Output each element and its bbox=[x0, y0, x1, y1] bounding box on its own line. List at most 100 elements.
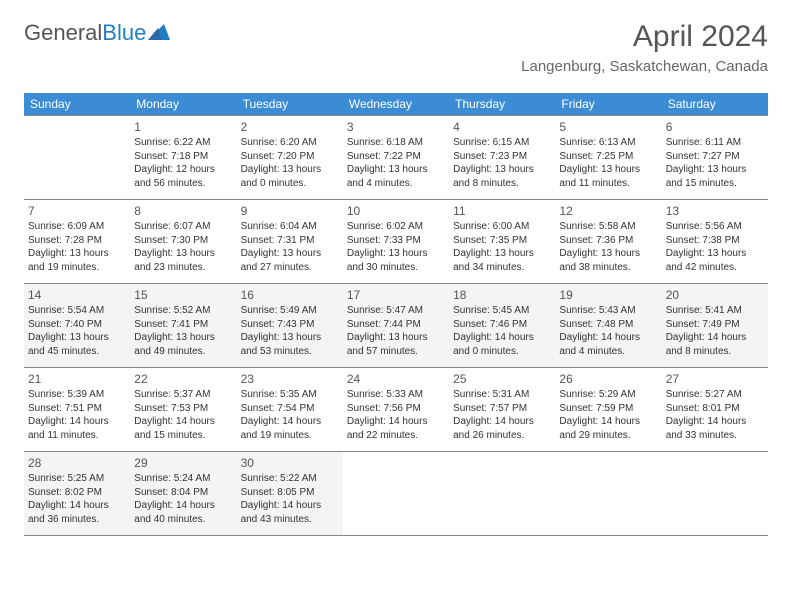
day-number: 6 bbox=[666, 119, 764, 135]
logo-triangle-icon bbox=[148, 20, 170, 46]
cell-d1: Daylight: 13 hours bbox=[666, 163, 764, 177]
cell-d2: and 27 minutes. bbox=[241, 261, 339, 275]
day-number: 18 bbox=[453, 287, 551, 303]
cell-d1: Daylight: 13 hours bbox=[559, 247, 657, 261]
day-number: 5 bbox=[559, 119, 657, 135]
cell-sunrise: Sunrise: 5:54 AM bbox=[28, 304, 126, 318]
day-number: 21 bbox=[28, 371, 126, 387]
cell-d2: and 56 minutes. bbox=[134, 177, 232, 191]
calendar-cell: 2Sunrise: 6:20 AMSunset: 7:20 PMDaylight… bbox=[237, 116, 343, 200]
calendar-cell bbox=[343, 452, 449, 536]
cell-d1: Daylight: 13 hours bbox=[241, 163, 339, 177]
cell-d2: and 30 minutes. bbox=[347, 261, 445, 275]
cell-d1: Daylight: 13 hours bbox=[453, 163, 551, 177]
cell-d1: Daylight: 13 hours bbox=[347, 247, 445, 261]
cell-sunrise: Sunrise: 5:25 AM bbox=[28, 472, 126, 486]
cell-sunset: Sunset: 7:43 PM bbox=[241, 318, 339, 332]
calendar-cell: 29Sunrise: 5:24 AMSunset: 8:04 PMDayligh… bbox=[130, 452, 236, 536]
cell-d1: Daylight: 14 hours bbox=[241, 499, 339, 513]
calendar-cell bbox=[555, 452, 661, 536]
cell-d1: Daylight: 14 hours bbox=[347, 415, 445, 429]
cell-d2: and 49 minutes. bbox=[134, 345, 232, 359]
calendar-row: 21Sunrise: 5:39 AMSunset: 7:51 PM Dayligh… bbox=[24, 368, 768, 452]
cell-d1: Daylight: 13 hours bbox=[559, 163, 657, 177]
cell-d1: Daylight: 14 hours bbox=[559, 415, 657, 429]
calendar-cell: 19Sunrise: 5:43 AMSunset: 7:48 PMDayligh… bbox=[555, 284, 661, 368]
cell-d1: Daylight: 13 hours bbox=[453, 247, 551, 261]
calendar-cell: 3Sunrise: 6:18 AMSunset: 7:22 PMDaylight… bbox=[343, 116, 449, 200]
cell-d1: Daylight: 14 hours bbox=[134, 499, 232, 513]
day-number: 30 bbox=[241, 455, 339, 471]
weekday-header: Friday bbox=[555, 93, 661, 116]
logo-text-2: Blue bbox=[102, 20, 146, 46]
cell-d1: Daylight: 13 hours bbox=[134, 331, 232, 345]
cell-d1: Daylight: 14 hours bbox=[28, 499, 126, 513]
cell-d2: and 19 minutes. bbox=[28, 261, 126, 275]
cell-sunrise: Sunrise: 5:58 AM bbox=[559, 220, 657, 234]
cell-sunrise: Sunrise: 5:45 AM bbox=[453, 304, 551, 318]
cell-d2: and 15 minutes. bbox=[666, 177, 764, 191]
cell-sunset: Sunset: 7:33 PM bbox=[347, 234, 445, 248]
calendar-cell: 28Sunrise: 5:25 AMSunset: 8:02 PMDayligh… bbox=[24, 452, 130, 536]
weekday-header: Sunday bbox=[24, 93, 130, 116]
cell-sunset: Sunset: 7:30 PM bbox=[134, 234, 232, 248]
cell-d1: Daylight: 14 hours bbox=[559, 331, 657, 345]
cell-sunrise: Sunrise: 5:37 AM bbox=[134, 388, 232, 402]
cell-sunrise: Sunrise: 5:43 AM bbox=[559, 304, 657, 318]
calendar-cell bbox=[449, 452, 555, 536]
day-number: 4 bbox=[453, 119, 551, 135]
cell-sunset: Sunset: 7:35 PM bbox=[453, 234, 551, 248]
calendar-cell: 1Sunrise: 6:22 AMSunset: 7:18 PMDaylight… bbox=[130, 116, 236, 200]
weekday-header: Thursday bbox=[449, 93, 555, 116]
calendar-cell: 16Sunrise: 5:49 AMSunset: 7:43 PMDayligh… bbox=[237, 284, 343, 368]
cell-sunrise: Sunrise: 6:20 AM bbox=[241, 136, 339, 150]
day-number: 28 bbox=[28, 455, 126, 471]
day-number: 27 bbox=[666, 371, 764, 387]
calendar-cell: 18Sunrise: 5:45 AMSunset: 7:46 PMDayligh… bbox=[449, 284, 555, 368]
day-number: 14 bbox=[28, 287, 126, 303]
cell-sunset: Sunset: 7:56 PM bbox=[347, 402, 445, 416]
cell-sunrise: Sunrise: 5:49 AM bbox=[241, 304, 339, 318]
calendar-cell: 12Sunrise: 5:58 AMSunset: 7:36 PMDayligh… bbox=[555, 200, 661, 284]
day-number: 1 bbox=[134, 119, 232, 135]
logo-text-1: General bbox=[24, 20, 102, 46]
cell-d1: Daylight: 13 hours bbox=[241, 247, 339, 261]
location: Langenburg, Saskatchewan, Canada bbox=[521, 58, 768, 75]
calendar-cell: 22Sunrise: 5:37 AMSunset: 7:53 PMDayligh… bbox=[130, 368, 236, 452]
day-number: 16 bbox=[241, 287, 339, 303]
cell-sunrise: Sunrise: 6:04 AM bbox=[241, 220, 339, 234]
cell-sunset: Sunset: 8:01 PM bbox=[666, 402, 764, 416]
cell-sunset: Sunset: 7:27 PM bbox=[666, 150, 764, 164]
cell-d2: and 11 minutes. bbox=[559, 177, 657, 191]
cell-sunrise: Sunrise: 5:47 AM bbox=[347, 304, 445, 318]
day-number: 7 bbox=[28, 203, 126, 219]
calendar-cell: 23Sunrise: 5:35 AMSunset: 7:54 PMDayligh… bbox=[237, 368, 343, 452]
day-number: 11 bbox=[453, 203, 551, 219]
day-number: 8 bbox=[134, 203, 232, 219]
day-number: 13 bbox=[666, 203, 764, 219]
cell-d2: and 23 minutes. bbox=[134, 261, 232, 275]
calendar-cell: 20Sunrise: 5:41 AMSunset: 7:49 PMDayligh… bbox=[662, 284, 768, 368]
cell-d2: and 8 minutes. bbox=[453, 177, 551, 191]
calendar-cell: 27Sunrise: 5:27 AMSunset: 8:01 PMDayligh… bbox=[662, 368, 768, 452]
cell-sunrise: Sunrise: 5:41 AM bbox=[666, 304, 764, 318]
cell-d2: and 57 minutes. bbox=[347, 345, 445, 359]
day-number: 24 bbox=[347, 371, 445, 387]
calendar-cell: 13Sunrise: 5:56 AMSunset: 7:38 PMDayligh… bbox=[662, 200, 768, 284]
cell-sunset: Sunset: 7:41 PM bbox=[134, 318, 232, 332]
calendar-row: 28Sunrise: 5:25 AMSunset: 8:02 PMDayligh… bbox=[24, 452, 768, 536]
cell-d1: Daylight: 13 hours bbox=[28, 247, 126, 261]
day-number: 23 bbox=[241, 371, 339, 387]
cell-sunset: Sunset: 7:57 PM bbox=[453, 402, 551, 416]
cell-sunrise: Sunrise: 6:13 AM bbox=[559, 136, 657, 150]
cell-sunrise: Sunrise: 5:52 AM bbox=[134, 304, 232, 318]
cell-sunset: Sunset: 7:38 PM bbox=[666, 234, 764, 248]
cell-sunset: Sunset: 7:36 PM bbox=[559, 234, 657, 248]
cell-sunrise: Sunrise: 6:02 AM bbox=[347, 220, 445, 234]
day-number: 22 bbox=[134, 371, 232, 387]
cell-sunrise: Sunrise: 5:39 AM bbox=[28, 388, 126, 402]
cell-sunset: Sunset: 7:51 PM bbox=[28, 402, 126, 416]
logo: GeneralBlue bbox=[24, 20, 170, 46]
cell-d1: Daylight: 12 hours bbox=[134, 163, 232, 177]
weekday-header-row: SundayMondayTuesdayWednesdayThursdayFrid… bbox=[24, 93, 768, 116]
